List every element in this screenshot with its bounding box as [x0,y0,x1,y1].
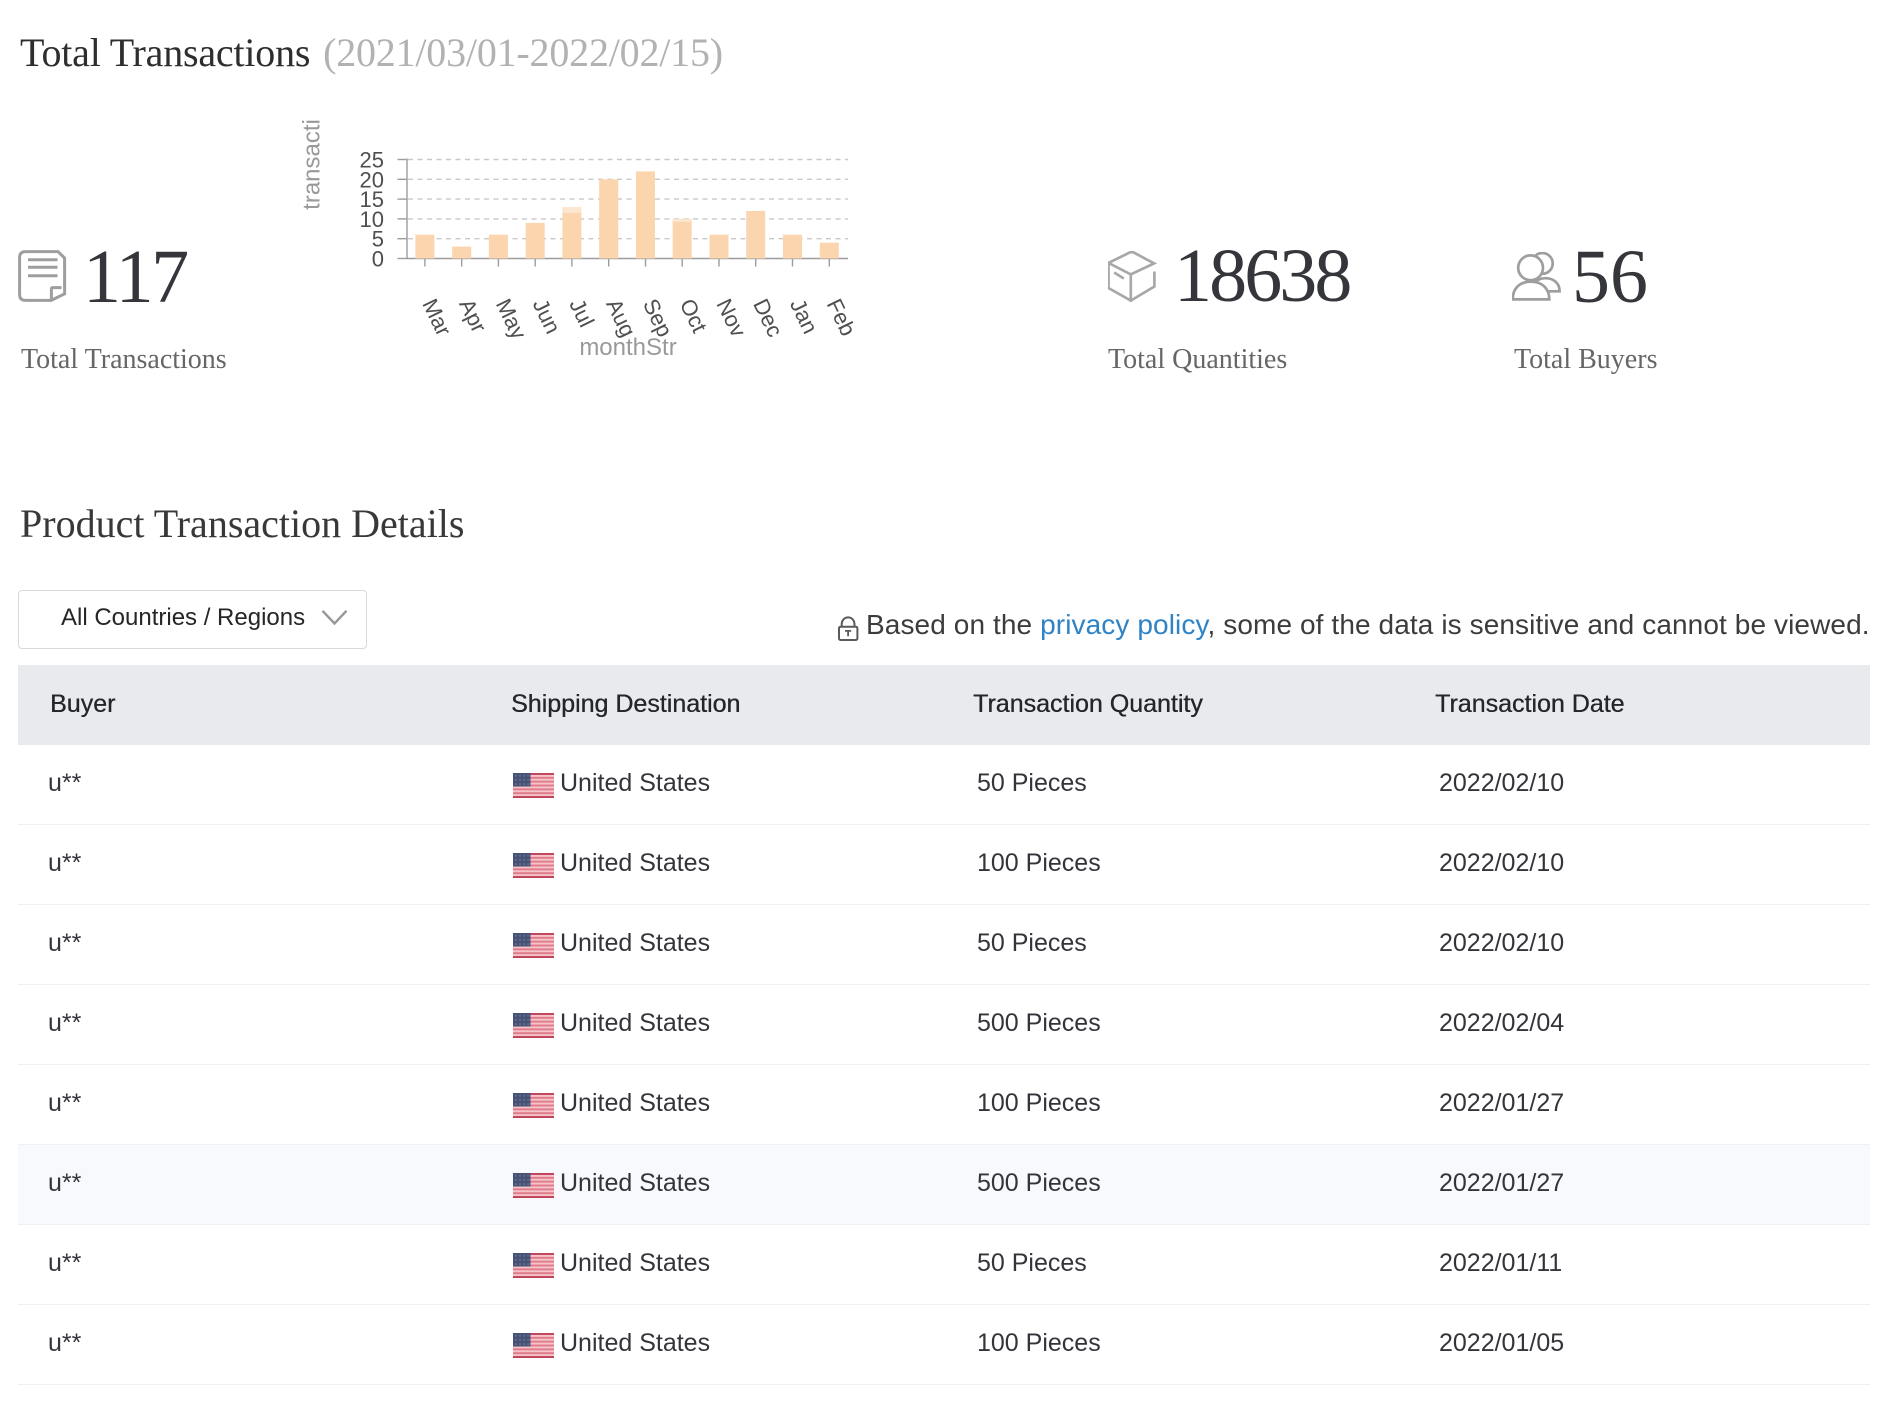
svg-text:May: May [491,295,532,343]
svg-text:Apr: Apr [454,295,491,337]
svg-text:monthStr: monthStr [579,334,676,361]
svg-text:Oct: Oct [675,295,712,337]
svg-text:5: 5 [372,227,384,252]
svg-text:Jun: Jun [528,295,566,338]
svg-text:Jan: Jan [785,295,823,338]
svg-text:transacti: transacti [299,119,326,210]
svg-text:0: 0 [372,247,384,272]
svg-text:15: 15 [360,187,384,212]
svg-text:20: 20 [360,167,384,192]
svg-text:Dec: Dec [748,295,788,341]
svg-text:Mar: Mar [417,295,456,340]
svg-text:Nov: Nov [712,295,752,341]
svg-text:10: 10 [360,207,384,232]
svg-text:Feb: Feb [822,295,861,340]
svg-text:25: 25 [360,148,384,173]
svg-text:Jul: Jul [564,295,599,331]
